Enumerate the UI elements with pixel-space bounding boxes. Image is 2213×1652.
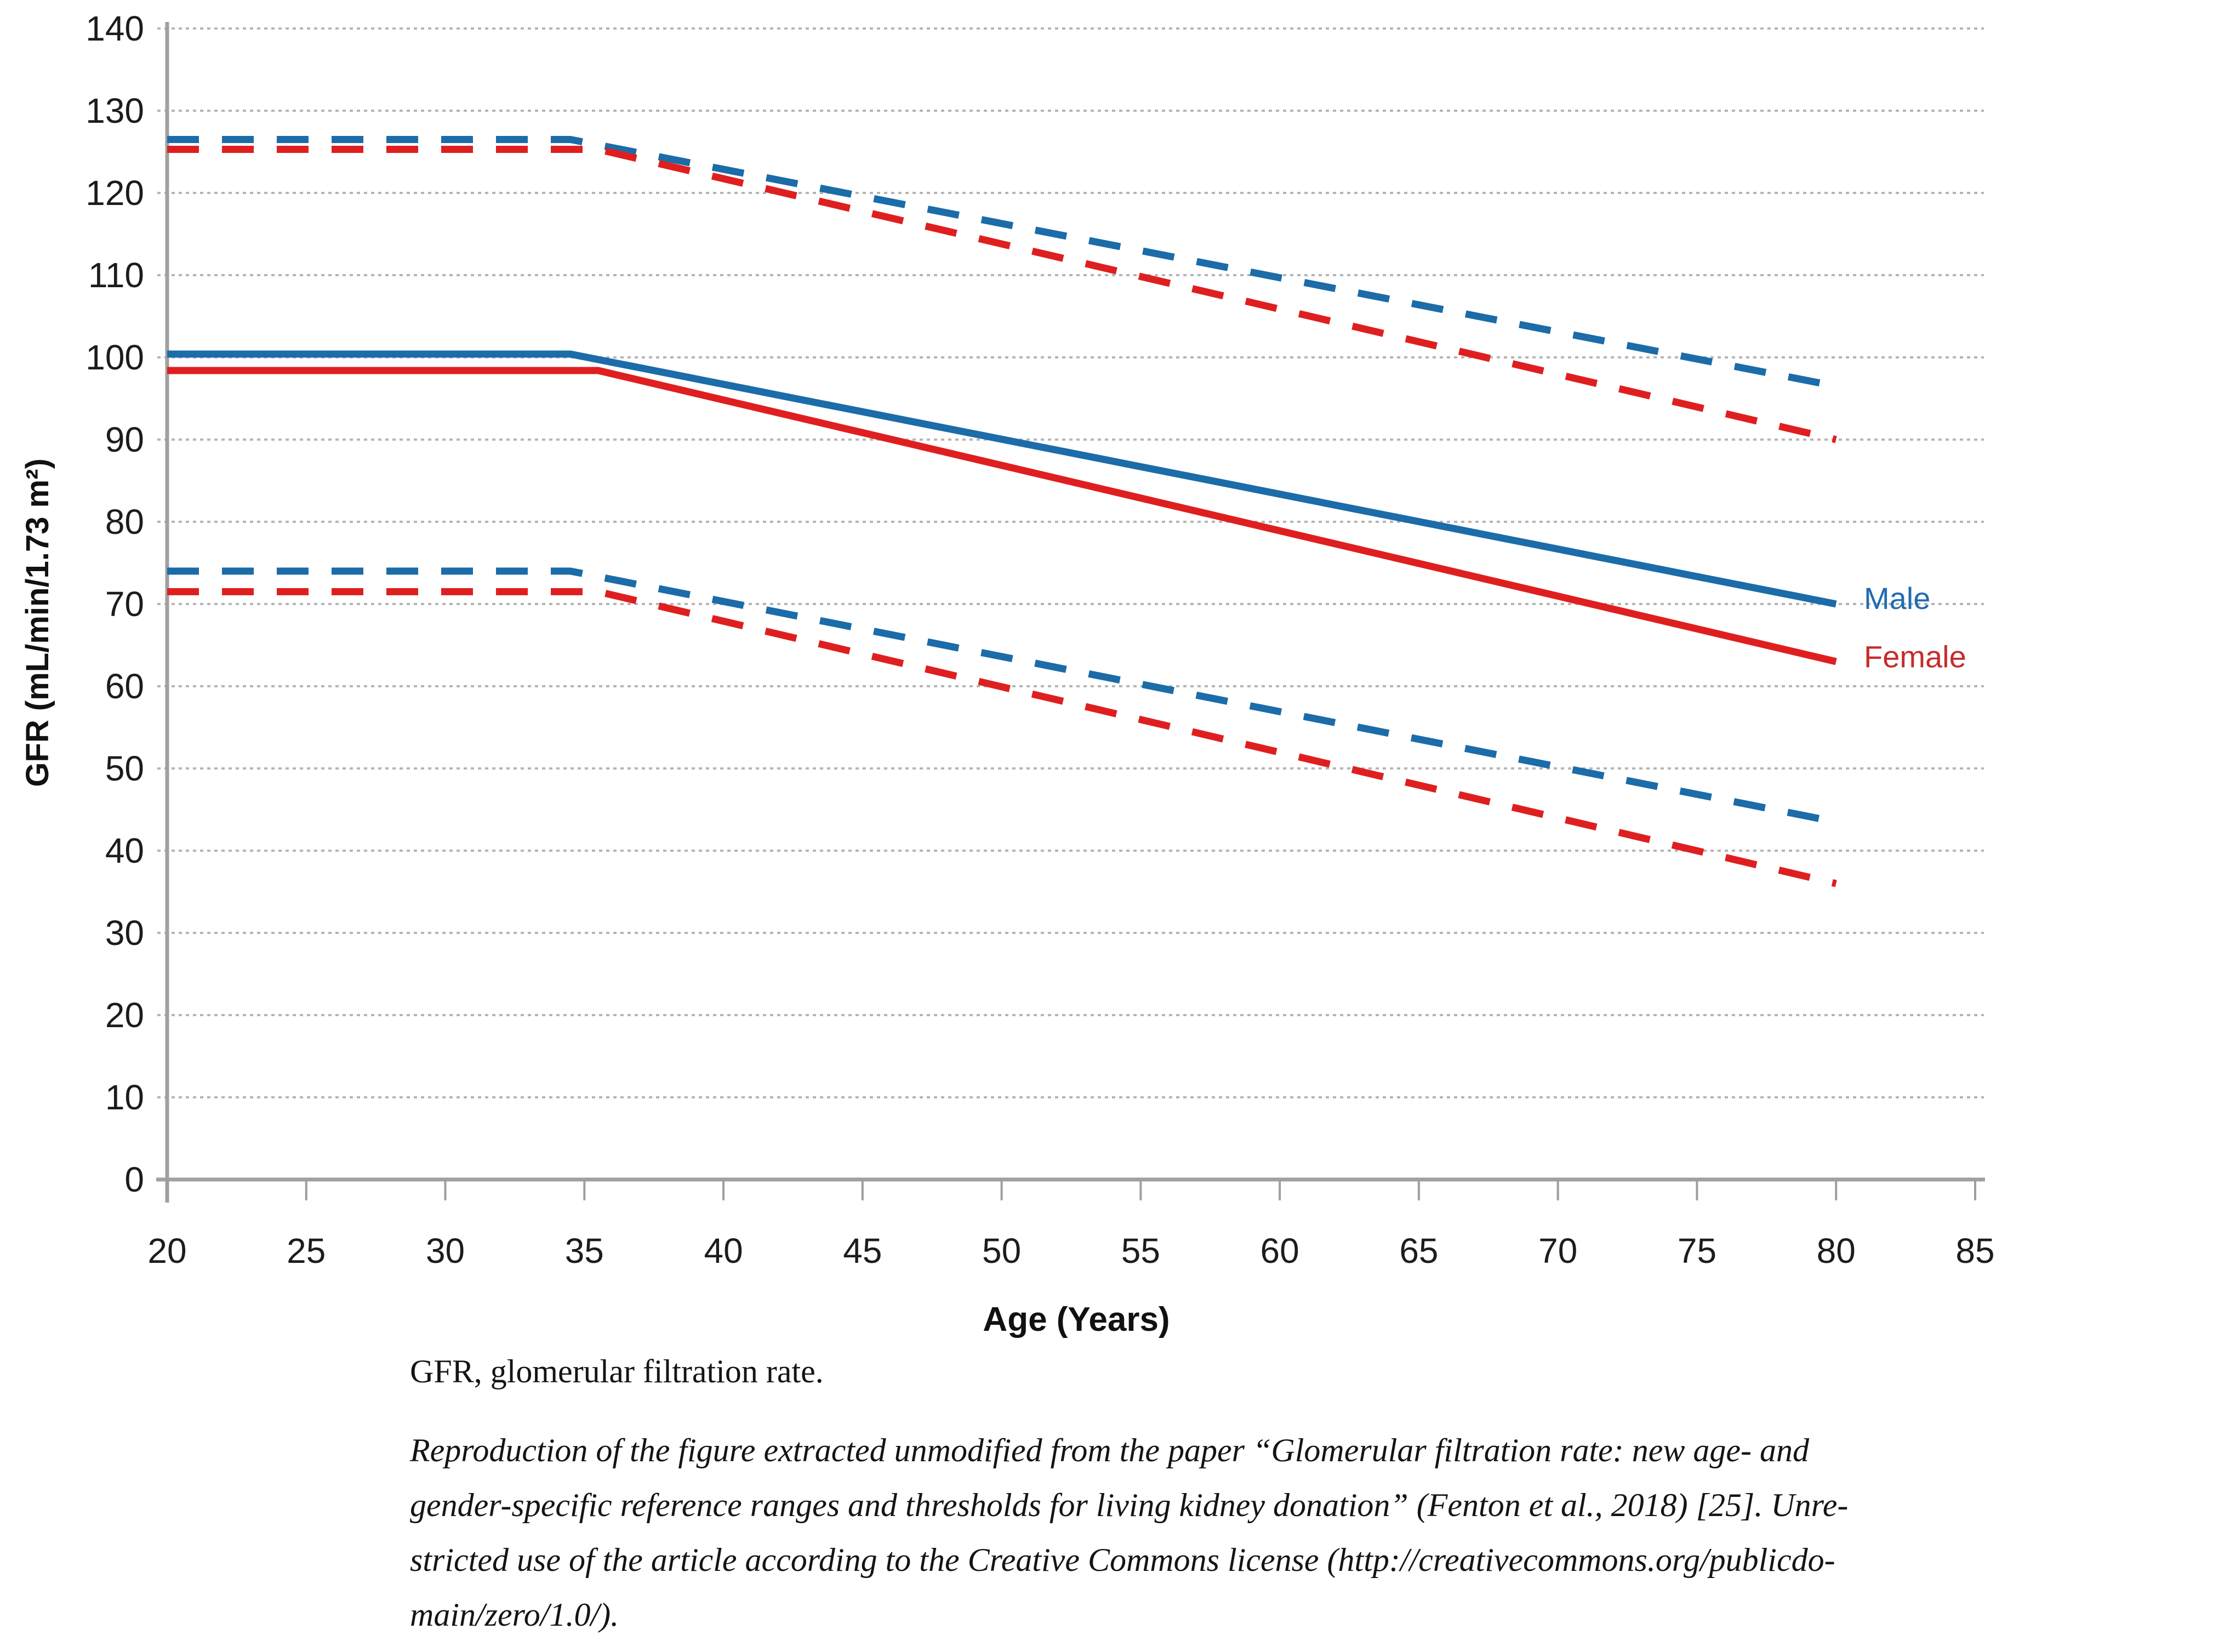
x-tick-label: 85 <box>1955 1231 1994 1271</box>
caption-line: stricted use of the article according to… <box>410 1542 1835 1578</box>
legend: Male Female <box>1864 581 1966 674</box>
caption-line: main/zero/1.0/). <box>410 1597 619 1633</box>
x-tick-label: 55 <box>1121 1231 1160 1271</box>
y-tick-label: 70 <box>105 584 144 624</box>
caption-line: gender-specific reference ranges and thr… <box>410 1487 1849 1523</box>
y-tick-label: 100 <box>85 338 144 377</box>
x-tick-label: 60 <box>1261 1231 1299 1271</box>
y-tick-label: 0 <box>124 1160 144 1199</box>
x-tick-labels: 20 25 30 35 40 45 50 55 60 65 70 75 80 85 <box>147 1231 1994 1271</box>
y-tick-label: 50 <box>105 749 144 788</box>
y-tick-label: 80 <box>105 502 144 542</box>
series-female-lower-ci <box>167 588 1837 887</box>
series-male-mean <box>167 350 1837 608</box>
caption-line: Reproduction of the figure extracted unm… <box>410 1432 1809 1468</box>
series-female-upper-ci <box>167 146 1837 443</box>
y-tick-label: 20 <box>105 995 144 1035</box>
x-tick-label: 70 <box>1538 1231 1577 1271</box>
figure-caption: Reproduction of the figure extracted unm… <box>410 1423 1848 1642</box>
series <box>167 136 1837 887</box>
x-tick-label: 45 <box>843 1231 882 1271</box>
x-tick-label: 30 <box>426 1231 465 1271</box>
x-tick-label: 25 <box>287 1231 326 1271</box>
y-tick-label: 30 <box>105 913 144 953</box>
abbreviation-note: GFR, glomerular filtration rate. <box>410 1353 824 1389</box>
y-tick-label: 130 <box>85 91 144 130</box>
x-tick-label: 75 <box>1678 1231 1716 1271</box>
y-tick-labels: 0 10 20 30 40 50 60 70 80 90 100 110 120 130 140 <box>85 9 144 1199</box>
y-tick-label: 110 <box>88 255 144 295</box>
series-female-mean <box>167 367 1837 665</box>
gfr-line-chart: 0 10 20 30 40 50 60 70 80 90 100 110 120 130 140 20 25 30… <box>85 9 1994 1271</box>
y-tick-label: 10 <box>105 1078 144 1117</box>
x-tick-label: 80 <box>1817 1231 1856 1271</box>
y-tick-label: 40 <box>105 831 144 870</box>
series-male-upper-ci <box>167 136 1837 390</box>
x-tick-label: 35 <box>565 1231 604 1271</box>
y-tick-label: 90 <box>105 420 144 459</box>
legend-label-male: Male <box>1864 581 1930 616</box>
gridlines <box>157 27 1984 1098</box>
x-tick-label: 40 <box>704 1231 743 1271</box>
x-tick-label: 20 <box>147 1231 186 1271</box>
y-axis-title: GFR (mL/min/1.73 m²) <box>20 458 55 787</box>
y-tick-label: 140 <box>85 9 144 48</box>
y-tick-label: 120 <box>85 173 144 213</box>
series-male-lower-ci <box>167 567 1837 825</box>
y-tick-label: 60 <box>105 667 144 706</box>
x-axis-title: Age (Years) <box>983 1301 1170 1338</box>
legend-label-female: Female <box>1864 640 1966 674</box>
x-tick-label: 50 <box>982 1231 1021 1271</box>
axes <box>156 22 1985 1203</box>
x-tick-label: 65 <box>1399 1231 1438 1271</box>
